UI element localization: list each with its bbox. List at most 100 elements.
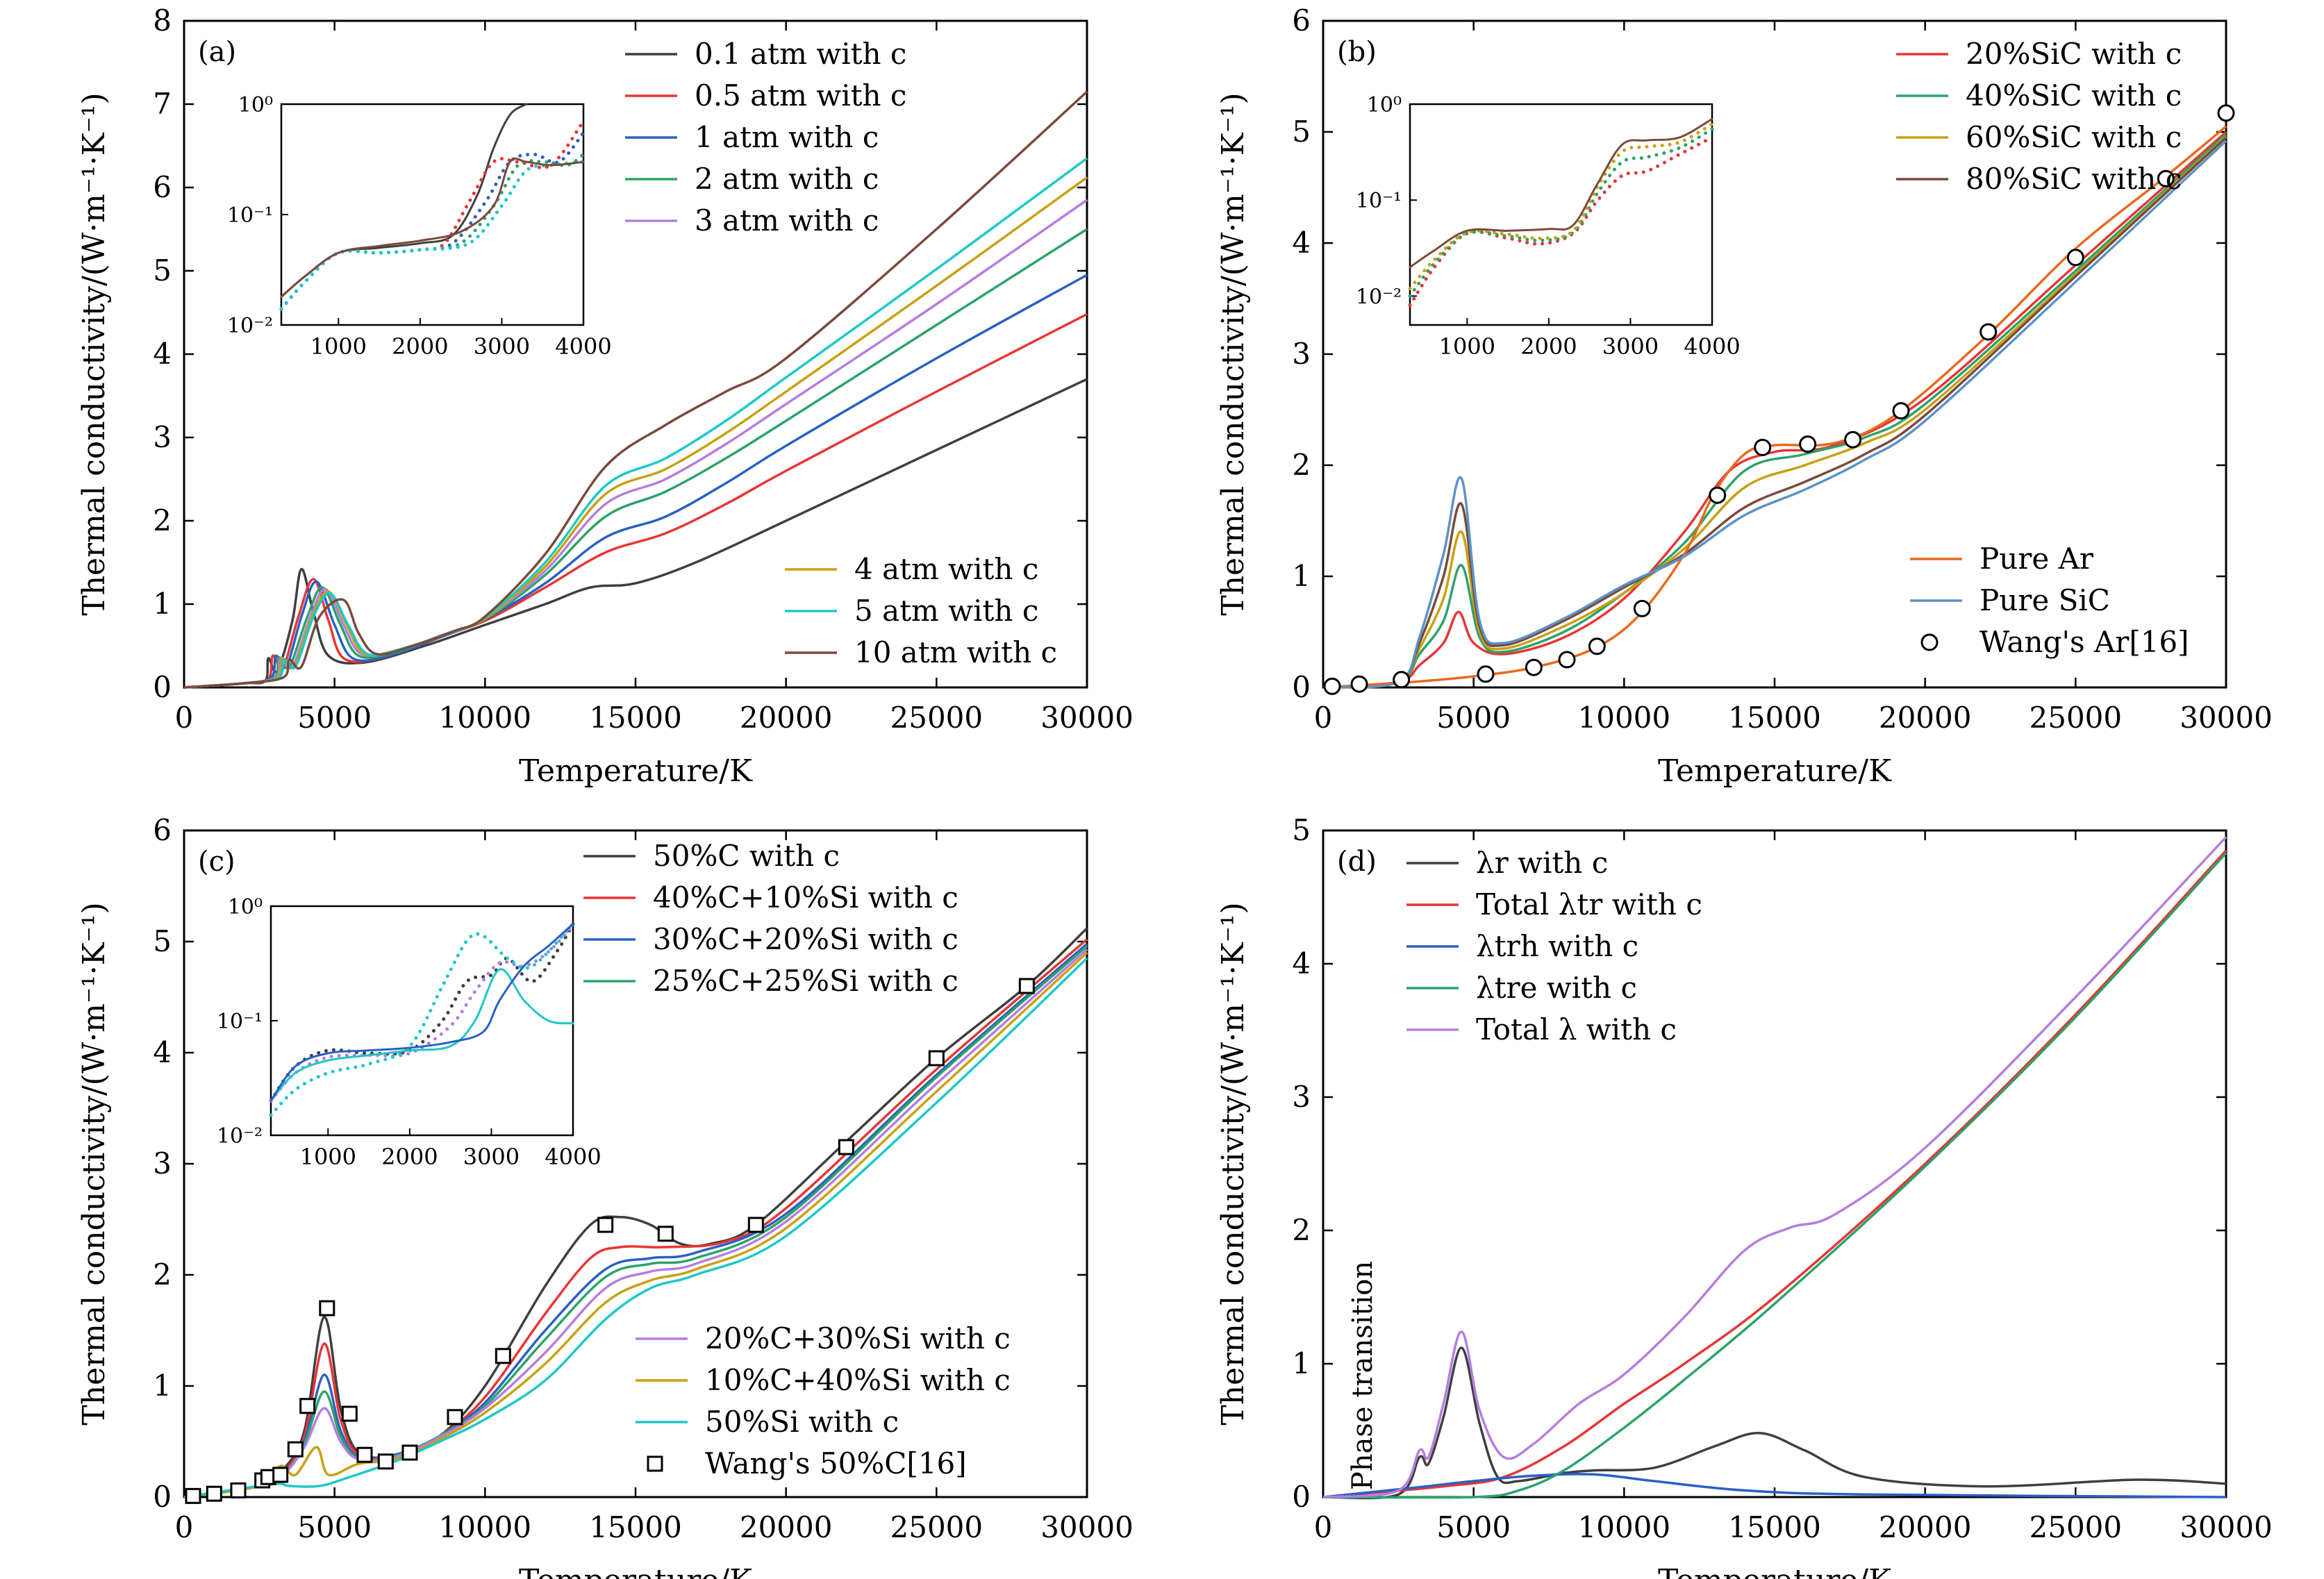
data-marker	[838, 1139, 854, 1155]
legend-label: 2 atm with c	[695, 162, 879, 196]
legend-label: 5 atm with c	[854, 594, 1038, 628]
y-tick-label: 1	[1292, 1346, 1311, 1380]
x-tick-label: 25000	[2030, 701, 2123, 735]
y-tick-label: 0	[1292, 670, 1311, 704]
data-marker	[657, 1226, 674, 1242]
legend: 0.1 atm with c 0.5 atm with c 1 atm with c…	[625, 37, 1057, 669]
legend-label: 60%SiC with c	[1966, 120, 2182, 154]
legend: λr with c Total λtr with c λtrh with c λtre…	[1406, 846, 1702, 1046]
axis-ticks: 0 5000 10000 15000 20000 25000 30000 0 1 2 3 4 5 6	[153, 813, 1134, 1544]
data-marker	[1892, 402, 1910, 420]
series-line	[1322, 836, 2227, 1498]
legend-label: 10%C+40%Si with c	[705, 1363, 1011, 1397]
inset-series-line	[1408, 122, 1714, 290]
series-line	[183, 951, 1088, 1498]
panel-c: (c) Temperature/K Thermal conductivity/(…	[76, 813, 1134, 1579]
data-marker	[272, 1467, 289, 1483]
legend-label: Wang's 50%C[16]	[705, 1446, 967, 1480]
y-tick-label: 5	[153, 924, 172, 958]
y-axis-label: Thermal conductivity/(W·m⁻¹·K⁻¹)	[1215, 902, 1251, 1425]
x-tick-label: 5000	[1436, 701, 1511, 735]
data-marker	[1709, 486, 1727, 504]
legend: 20%SiC with c 40%SiC with c 60%SiC with c 8…	[1896, 37, 2189, 659]
series-line	[1322, 135, 2227, 689]
y-tick-label: 5	[1292, 115, 1311, 149]
inset-y-tick-label: 10⁰	[238, 93, 273, 117]
data-marker	[1588, 637, 1606, 655]
inset-x-tick-label: 3000	[463, 1144, 520, 1170]
inset-plot: 1000 2000 3000 4000 10⁻² 10⁻¹ 10⁰	[217, 895, 601, 1170]
y-tick-label: 3	[153, 420, 172, 454]
data-marker	[230, 1482, 247, 1498]
y-tick-label: 0	[1292, 1480, 1311, 1514]
inset-plot: 1000 2000 3000 4000 10⁻² 10⁻¹ 10⁰	[227, 93, 612, 360]
x-tick-label: 30000	[1040, 701, 1134, 735]
y-tick-label: 2	[1292, 448, 1311, 482]
inset-y-tick-label: 10⁻¹	[217, 1010, 263, 1034]
axis-ticks: 0 5000 10000 15000 20000 25000 30000 0 1 2 3 4 5	[1292, 813, 2273, 1544]
data-marker	[928, 1050, 945, 1067]
x-tick-label: 25000	[890, 1510, 983, 1544]
x-tick-label: 20000	[1879, 1510, 1972, 1544]
legend-label: 40%C+10%Si with c	[653, 880, 958, 914]
data-marker	[356, 1446, 373, 1463]
legend-marker	[1920, 633, 1939, 651]
y-tick-label: 5	[153, 253, 172, 287]
series-line	[183, 945, 1088, 1498]
series-line	[183, 948, 1088, 1498]
legend-label: 40%SiC with c	[1966, 78, 2182, 112]
inset-x-tick-label: 2000	[1520, 333, 1577, 360]
data-marker	[1525, 658, 1543, 676]
y-tick-label: 4	[1292, 226, 1311, 260]
y-axis-label: Thermal conductivity/(W·m⁻¹·K⁻¹)	[76, 92, 112, 615]
inset-series-line	[1409, 117, 1713, 269]
inset-series-line	[1408, 127, 1714, 298]
series-group	[1322, 104, 2235, 695]
series-line	[1322, 849, 2227, 1498]
data-marker	[185, 1487, 201, 1504]
y-tick-label: 3	[1292, 337, 1311, 371]
inset-y-tick-label: 10⁻²	[217, 1124, 263, 1148]
data-marker	[1754, 438, 1772, 456]
x-tick-label: 0	[1314, 701, 1333, 735]
data-marker	[299, 1398, 316, 1414]
inset-series-line	[269, 923, 574, 1102]
inset-series-line	[269, 924, 575, 1103]
series-line	[1322, 1346, 2227, 1500]
x-tick-label: 15000	[1728, 1510, 1821, 1544]
y-tick-label: 6	[153, 813, 172, 847]
inset-x-tick-label: 2000	[392, 333, 448, 360]
series-line	[1322, 852, 2227, 1499]
series-line	[1322, 1473, 2227, 1498]
x-tick-label: 10000	[439, 701, 532, 735]
x-tick-label: 20000	[1879, 701, 1972, 735]
x-tick-label: 30000	[2180, 701, 2273, 735]
inset-y-tick-label: 10⁻²	[227, 314, 273, 338]
legend-label: 50%Si with c	[705, 1405, 899, 1439]
x-tick-label: 30000	[1040, 1510, 1134, 1544]
y-tick-label: 4	[1292, 946, 1311, 980]
inset-plot: 1000 2000 3000 4000 10⁻² 10⁻¹ 10⁰	[1356, 93, 1741, 360]
panel-a: (a) Temperature/K Thermal conductivity/(…	[76, 3, 1134, 789]
x-axis-label: Temperature/K	[1658, 753, 1892, 789]
x-tick-label: 0	[175, 701, 194, 735]
series-line	[183, 90, 1088, 689]
data-marker	[401, 1444, 418, 1461]
x-tick-label: 0	[1314, 1510, 1333, 1544]
legend-label: Total λtr with c	[1476, 887, 1702, 921]
x-axis-label: Temperature/K	[519, 1563, 753, 1579]
y-tick-label: 6	[153, 170, 172, 204]
y-tick-label: 1	[153, 587, 172, 621]
data-marker	[206, 1485, 222, 1502]
inset-x-tick-label: 1000	[1439, 333, 1495, 360]
x-tick-label: 5000	[1436, 1510, 1511, 1544]
series-line	[1322, 136, 2227, 689]
legend-label: 4 atm with c	[854, 552, 1038, 586]
x-tick-label: 10000	[1578, 1510, 1671, 1544]
x-tick-label: 30000	[2180, 1510, 2273, 1544]
y-tick-label: 2	[1292, 1213, 1311, 1247]
legend-label: 80%SiC with c	[1966, 162, 2182, 196]
y-tick-label: 1	[153, 1369, 172, 1403]
inset-frame	[280, 103, 585, 326]
axis-ticks: 0 5000 10000 15000 20000 25000 30000 0 1 2 3 4 5 6	[1292, 3, 2273, 735]
